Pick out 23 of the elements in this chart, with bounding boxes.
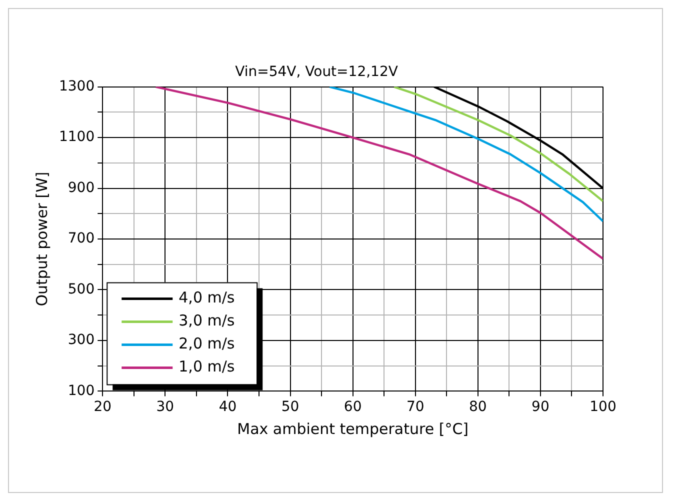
y-tick-label: 500 <box>68 281 95 298</box>
y-tick-label: 1300 <box>58 78 95 94</box>
x-tick-label: 100 <box>590 399 616 416</box>
y-tick-label: 1100 <box>58 129 95 146</box>
y-tick-label: 900 <box>68 180 95 196</box>
x-axis-title: Max ambient temperature [°C] <box>237 420 469 438</box>
legend-label: 1,0 m/s <box>178 358 235 376</box>
y-tick-label: 300 <box>68 332 95 348</box>
x-tick-label: 60 <box>344 399 362 416</box>
x-tick-label: 70 <box>406 399 424 416</box>
y-tick-label: 700 <box>68 230 95 247</box>
y-axis-title: Output power [W] <box>32 172 51 306</box>
x-tick-label: 40 <box>218 399 237 416</box>
x-tick-label: 90 <box>532 399 550 416</box>
x-tick-label: 80 <box>468 399 487 416</box>
y-tick-label: 100 <box>68 382 95 399</box>
chart-title: Vin=54V, Vout=12,12V <box>235 64 398 80</box>
x-tick-label: 30 <box>156 399 174 416</box>
x-tick-label: 50 <box>281 399 300 416</box>
legend-label: 2,0 m/s <box>178 334 235 353</box>
x-tick-label: 20 <box>94 399 112 416</box>
legend-label: 4,0 m/s <box>178 288 235 307</box>
legend-label: 3,0 m/s <box>178 312 235 330</box>
